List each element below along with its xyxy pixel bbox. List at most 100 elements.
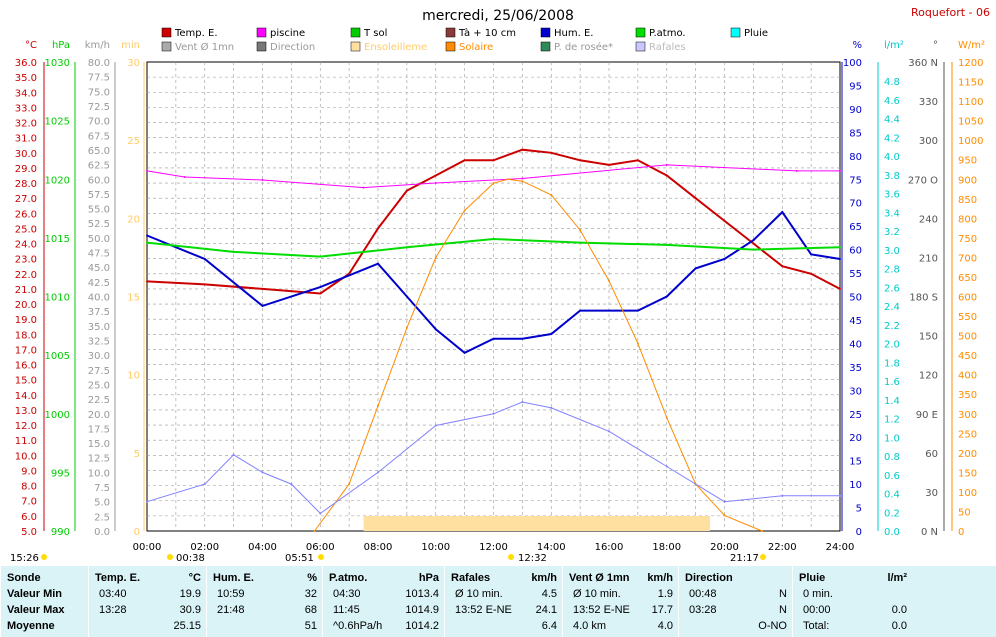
data-point <box>319 512 322 515</box>
axis-tick: 400 <box>958 371 977 382</box>
axis-tick: 30 <box>849 386 862 397</box>
data-point <box>362 186 365 189</box>
axis-tick: 12.5 <box>88 454 110 465</box>
x-tick: 22:00 <box>768 542 797 553</box>
time-markers: 15:26 00:38 05:51 12:32 21:17 <box>10 553 766 564</box>
data-point <box>521 337 524 340</box>
legend-swatch <box>350 27 361 38</box>
axis-tick: 25.0 <box>15 224 37 235</box>
data-point <box>146 169 148 172</box>
data-point <box>261 304 264 307</box>
cell-time: 4.0 km <box>573 620 607 632</box>
axis-tick: 90 <box>849 105 862 116</box>
x-tick: 06:00 <box>306 542 335 553</box>
axis-tick: 180 S <box>909 293 938 304</box>
axis-tick: 0 N <box>921 527 938 538</box>
axis-tick: 4.8 <box>884 77 900 88</box>
series-line <box>314 178 763 532</box>
axis-tick: 50 <box>958 507 971 518</box>
data-point <box>463 159 466 162</box>
axis-tick: 900 <box>958 175 977 186</box>
axis-tick: 22.5 <box>88 395 110 406</box>
axis-tick: 20.0 <box>15 300 37 311</box>
data-point <box>319 255 322 258</box>
axis-tick: 34.0 <box>15 88 37 99</box>
axis-tick: 70 <box>849 199 862 210</box>
column-header: Sonde <box>7 572 41 584</box>
data-point <box>579 159 582 162</box>
legend-swatch <box>445 27 456 38</box>
axis-tick: 35.0 <box>15 73 37 84</box>
axis-tick: 0.2 <box>884 508 900 519</box>
data-point <box>752 242 755 245</box>
axis-tick: 60.0 <box>88 175 110 186</box>
axis-tick: 4.2 <box>884 133 900 144</box>
axis-tick: 1050 <box>958 117 983 128</box>
legend-label: Pluie <box>744 28 768 39</box>
legend-label: Direction <box>270 42 315 53</box>
cell-time: 11:45 <box>333 604 360 616</box>
axis-tick: 750 <box>958 234 977 245</box>
data-point <box>377 262 379 265</box>
axis-tick: 50 <box>849 293 862 304</box>
axis-tick: 10.0 <box>15 451 37 462</box>
data-point <box>434 182 437 185</box>
data-point <box>377 227 379 230</box>
axis-tick: 1.2 <box>884 415 900 426</box>
data-point <box>608 309 610 312</box>
legend-label: T sol <box>363 28 387 39</box>
axis-tick: 4.0 <box>884 152 900 163</box>
axis-tick: 300 <box>958 410 977 421</box>
sun-marker-icon <box>760 554 766 560</box>
axis-tick: 31.0 <box>15 134 37 145</box>
cell-value: 51 <box>304 620 317 632</box>
axis-tick: 700 <box>958 253 977 264</box>
data-point <box>377 404 379 407</box>
sun-marker-icon <box>318 554 324 560</box>
data-point <box>521 177 524 180</box>
axis-tick: 7.0 <box>21 497 37 508</box>
axis-tick: 2.4 <box>884 302 900 313</box>
data-point <box>232 453 235 456</box>
axis-tick: 77.5 <box>88 73 110 84</box>
axis-tick: 47.5 <box>88 249 110 260</box>
axis-tick: 50.0 <box>88 234 110 245</box>
legend-swatch <box>730 27 741 38</box>
cell-time: 10:59 <box>217 588 245 600</box>
table-column: Sonde Valeur Min Valeur Max Moyenne <box>0 566 89 637</box>
axis-tick: 5 <box>134 449 140 460</box>
row-label: Valeur Min <box>7 588 63 600</box>
axis-tick: 21.0 <box>15 285 37 296</box>
summary-table: Sonde Valeur Min Valeur Max Moyenne Temp. E.… <box>0 566 996 637</box>
axis-tick: 10 <box>849 480 862 491</box>
data-point <box>752 248 755 251</box>
axis-tick: 4.4 <box>884 115 900 126</box>
cell-value: 6.4 <box>541 620 557 632</box>
axis-tick: 100 <box>958 488 977 499</box>
axis-tick: 25 <box>849 410 862 421</box>
data-point <box>752 239 755 242</box>
cell-value: 4.5 <box>541 588 557 600</box>
axis-tick: 1.8 <box>884 358 900 369</box>
x-tick: 04:00 <box>248 542 277 553</box>
axis-tick: 3.0 <box>884 246 900 257</box>
cell-value: 1013.4 <box>405 588 439 600</box>
data-point <box>795 169 798 172</box>
axis-tick: 35 <box>849 363 862 374</box>
axis-tick: 1150 <box>958 78 983 89</box>
data-point <box>434 424 437 427</box>
data-point <box>405 295 408 298</box>
axis-tick: 0.6 <box>884 471 900 482</box>
axis-unit: l/m² <box>884 40 904 51</box>
data-point <box>146 280 148 283</box>
axis-tick: 5.0 <box>94 498 110 509</box>
legend-label: P. de rosée* <box>554 41 613 53</box>
cell-value: 19.9 <box>179 588 201 600</box>
data-point <box>146 234 148 237</box>
data-point <box>761 530 764 532</box>
data-point <box>405 246 408 249</box>
data-point <box>290 483 293 486</box>
cell-time: 13:52 E-NE <box>573 604 630 616</box>
data-point <box>723 257 726 260</box>
axis-tick: 2.0 <box>884 340 900 351</box>
